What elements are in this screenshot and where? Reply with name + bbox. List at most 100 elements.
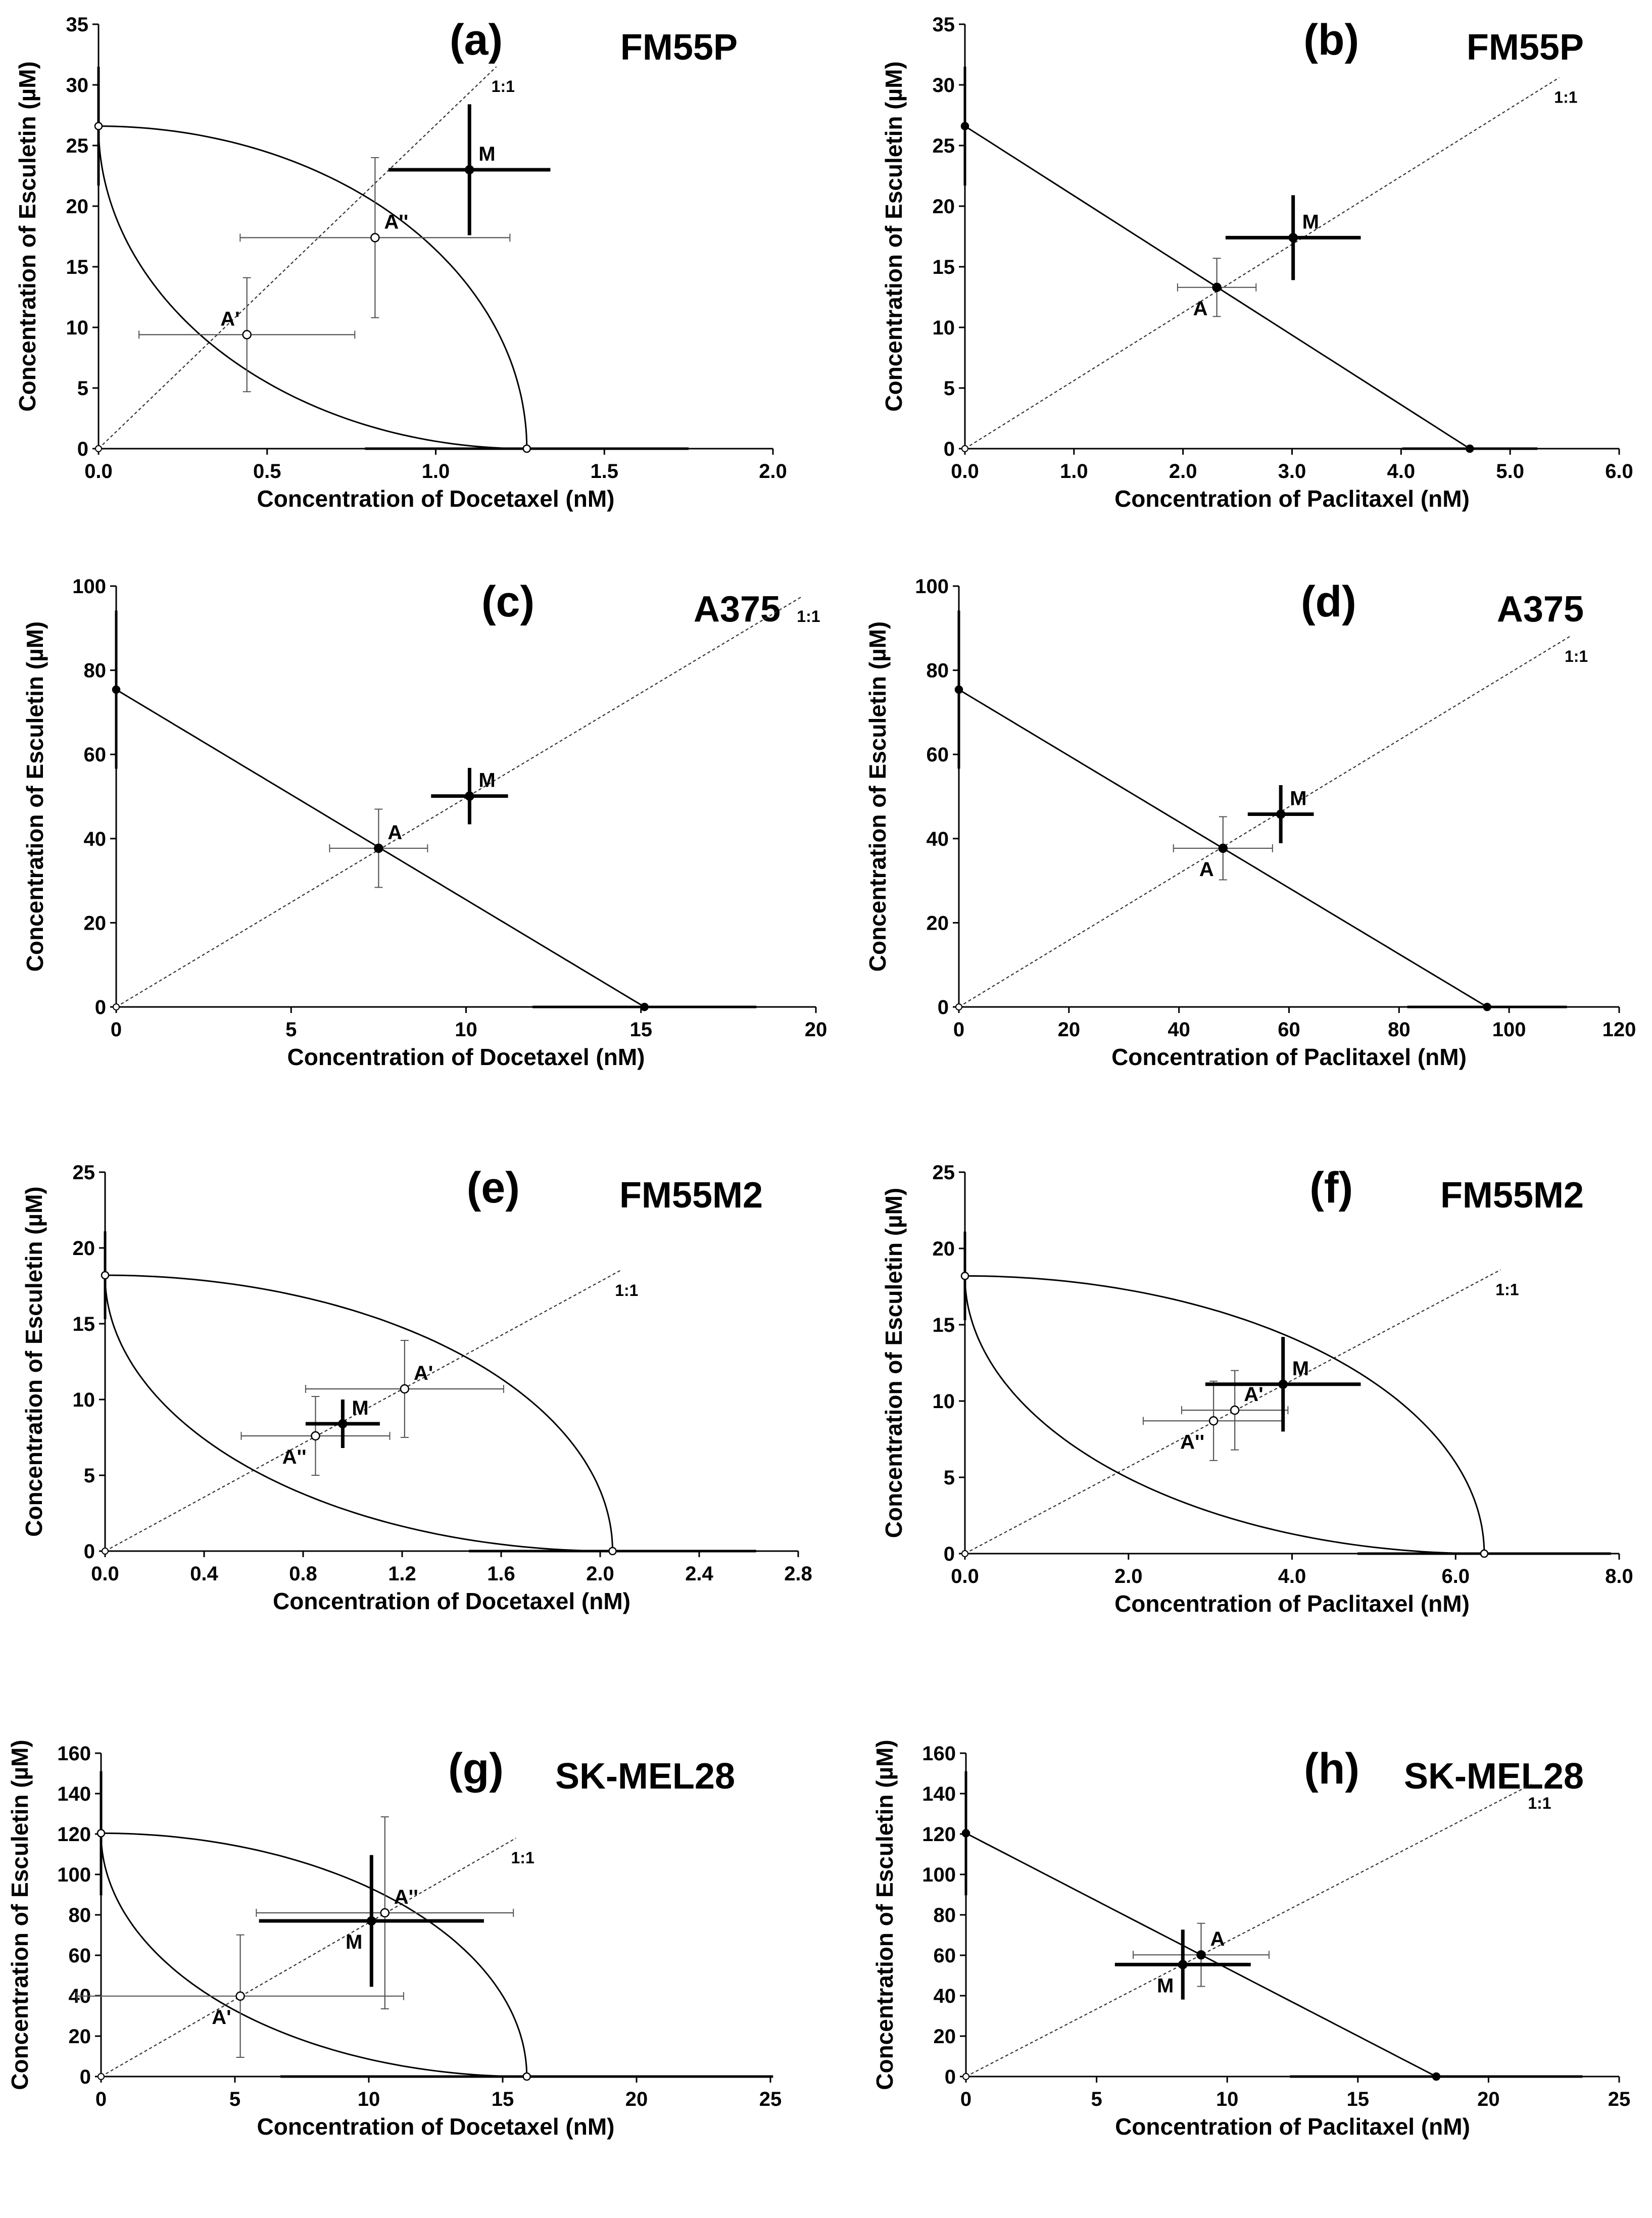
origin-point [961, 445, 968, 452]
cell-line-label: FM55M2 [1440, 1175, 1584, 1216]
x-tick-label: 0.5 [253, 460, 281, 483]
chart-panel-f: 0.0 2.0 4.0 6.0 8.0 0 5 10 15 20 25 Concentration o… [881, 1162, 1633, 1617]
panel-label: (g) [448, 1745, 504, 1793]
x-tick-label: 2.4 [685, 1563, 713, 1585]
x-tick-label: 0.0 [951, 1565, 979, 1587]
y-tick-label: 10 [66, 317, 89, 339]
data-point [1178, 1960, 1188, 1969]
data-point [1276, 809, 1286, 819]
x-tick-label: 2.0 [1169, 460, 1197, 483]
y-tick-label: 25 [73, 1162, 95, 1184]
point-label: A'' [394, 1886, 418, 1908]
y-tick-label: 10 [933, 1390, 955, 1413]
x-tick-label: 0 [95, 2088, 107, 2110]
y-tick-label: 80 [69, 1904, 91, 1926]
y-tick-label: 5 [944, 1467, 955, 1489]
data-point [1196, 1950, 1206, 1960]
y-tick-label: 160 [57, 1743, 91, 1765]
data-point [465, 165, 474, 175]
x-tick-label: 25 [1608, 2088, 1631, 2110]
x-tick-label: 4.0 [1278, 1565, 1306, 1587]
isobole-lower [100, 1833, 527, 2078]
chart-panel-c: 0 5 10 15 20 0 20 40 60 80 100 Concentration of Doc… [22, 575, 827, 1070]
y-ec50-point [112, 685, 121, 694]
y-tick-label: 60 [69, 1945, 91, 1967]
point-label: A'' [282, 1446, 307, 1468]
y-tick-label: 0 [95, 996, 106, 1019]
x-tick-label: 2.0 [759, 460, 787, 483]
x-tick-label: 1.5 [590, 460, 618, 483]
y-tick-label: 40 [84, 828, 107, 850]
data-point [1230, 1405, 1240, 1415]
data-point [242, 330, 252, 340]
y-tick-label: 5 [84, 1465, 95, 1487]
y-tick-label: 80 [934, 1904, 956, 1926]
x-tick-label: 100 [1492, 1019, 1526, 1041]
isobole-upper [98, 125, 528, 449]
y-tick-label: 0 [77, 438, 88, 460]
point-label: M [1292, 1358, 1309, 1380]
y-tick-label: 35 [933, 14, 955, 36]
x-tick-label: 20 [1477, 2088, 1500, 2110]
data-point [1218, 843, 1228, 853]
y-axis-label: Concentration of Esculetin (µM) [7, 1740, 33, 2090]
x-tick-label: 6.0 [1441, 1565, 1470, 1587]
point-label: A' [414, 1362, 433, 1384]
panel-label: (c) [481, 577, 535, 626]
y-tick-label: 20 [933, 1238, 955, 1260]
y-tick-label: 20 [73, 1237, 95, 1260]
chart-panel-b: 0.0 1.0 2.0 3.0 4.0 5.0 6.0 0 5 10 15 20 25 30 35 Conce… [881, 14, 1633, 512]
x-tick-label: 15 [630, 1019, 653, 1041]
y-ec50-point [96, 1829, 106, 1838]
data-point [465, 791, 474, 801]
y-tick-label: 100 [72, 575, 106, 598]
panel-label: (b) [1303, 16, 1359, 64]
x-tick-label: 0 [111, 1019, 122, 1041]
x-tick-label: 4.0 [1387, 460, 1416, 483]
data-point [374, 843, 383, 853]
y-tick-label: 15 [73, 1313, 95, 1335]
origin-point [961, 1550, 968, 1557]
y-axis-label: Concentration of Esculetin (µM) [864, 621, 891, 972]
x-tick-label: 0.0 [84, 460, 113, 483]
x-tick-label: 5 [285, 1019, 297, 1041]
y-tick-label: 0 [944, 438, 955, 460]
x-axis-label: Concentration of Docetaxel (nM) [257, 2113, 615, 2140]
y-tick-label: 0 [938, 996, 949, 1019]
data-point [338, 1419, 348, 1429]
y-axis-label: Concentration of Esculetin (µM) [871, 1740, 898, 2090]
y-tick-label: 5 [944, 377, 955, 400]
y-axis-label: Concentration of Esculetin (µM) [22, 621, 48, 972]
y-tick-label: 40 [934, 1985, 956, 2007]
point-label: A [387, 822, 402, 844]
x-ec50-point [608, 1547, 617, 1556]
y-tick-label: 15 [933, 256, 955, 278]
x-ec50-point [1432, 2072, 1441, 2081]
y-ec50-point [954, 685, 963, 694]
chart-panel-h: 0 5 10 15 20 25 0 20 40 60 80 100 120 140 160 Concentra… [871, 1740, 1630, 2140]
x-ec50-point [522, 444, 531, 453]
x-axis-label: Concentration of Docetaxel (nM) [257, 486, 615, 512]
origin-point [98, 2073, 105, 2080]
y-tick-label: 120 [922, 1823, 956, 1846]
y-ec50-point [101, 1271, 110, 1280]
x-tick-label: 8.0 [1605, 1565, 1633, 1587]
x-tick-label: 40 [1168, 1019, 1190, 1041]
point-label: A [1193, 298, 1208, 320]
cell-line-label: FM55M2 [619, 1175, 763, 1216]
y-tick-label: 10 [73, 1389, 95, 1411]
point-label: A' [212, 2006, 231, 2029]
point-label: M [1302, 211, 1319, 233]
ratio-line [965, 1783, 1533, 2077]
ratio-line [964, 77, 1560, 449]
data-point [370, 233, 380, 243]
y-tick-label: 20 [934, 2026, 956, 2048]
y-tick-label: 0 [944, 1543, 955, 1565]
y-tick-label: 60 [84, 744, 107, 766]
y-tick-label: 20 [933, 196, 955, 218]
x-axis-label: Concentration of Paclitaxel (nM) [1115, 2113, 1470, 2140]
x-tick-label: 1.6 [487, 1563, 515, 1585]
y-tick-label: 60 [934, 1945, 956, 1967]
x-tick-label: 0.0 [91, 1563, 119, 1585]
data-point [400, 1384, 410, 1394]
